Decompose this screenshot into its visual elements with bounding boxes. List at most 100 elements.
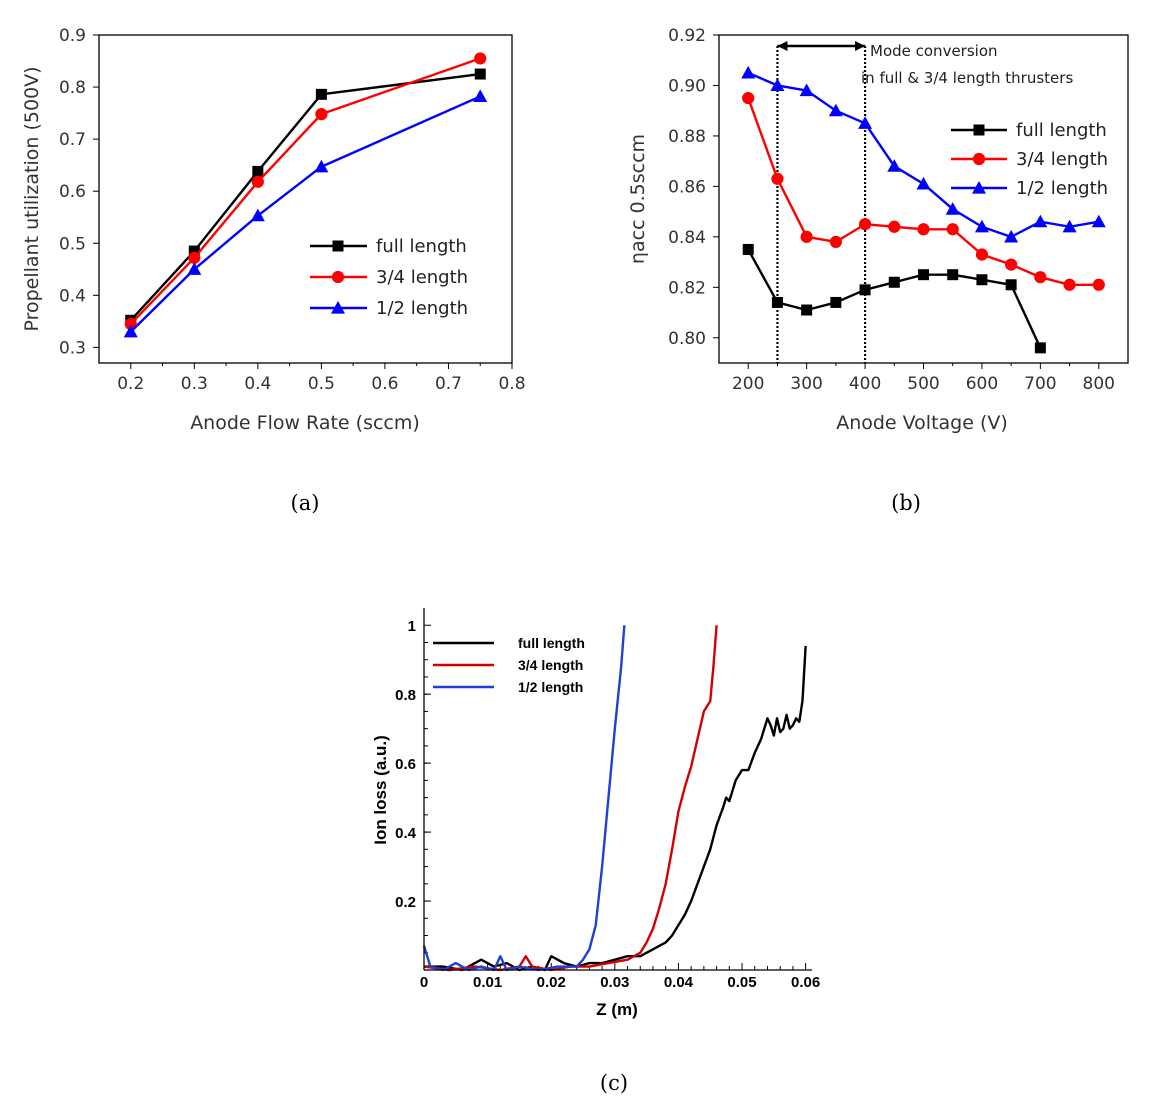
chart-b-legend-marker-full-length (973, 124, 985, 136)
chart-c-legend-label-full-length: full length (518, 635, 585, 651)
chart-b-point-1-2-length (858, 116, 873, 129)
chart-a-point-3-4-length (474, 52, 487, 65)
chart-c-legend-label-3-4-length: 3/4 length (518, 657, 583, 673)
chart-a-xlabel: Anode Flow Rate (sccm) (190, 412, 420, 434)
chart-a-x-tick-label: 0.7 (435, 374, 462, 394)
chart-c-x-tick-label: 0.05 (727, 974, 756, 991)
chart-b-x-tick-label: 700 (1024, 374, 1056, 394)
chart-a-legend-label-3-4-length: 3/4 length (376, 267, 468, 288)
chart-b-y-tick-label: 0.84 (668, 228, 706, 248)
chart-c-caption: (c) (600, 1071, 628, 1095)
chart-c-xlabel: Z (m) (596, 1000, 638, 1019)
chart-b-point-3-4-length (946, 223, 959, 236)
chart-c-y-tick-label: 0.8 (395, 687, 416, 704)
chart-b-legend-marker-3-4-length (972, 152, 986, 166)
chart-a-x-tick-label: 0.5 (308, 374, 335, 394)
chart-b-ylabel: ηacc 0.5sccm (627, 134, 649, 264)
chart-b-point-1-2-length (799, 83, 814, 97)
chart-b-point-1-2-length (1033, 214, 1048, 228)
chart-a-y-tick-label: 0.6 (59, 182, 86, 202)
chart-b-point-1-2-length (887, 159, 902, 172)
chart-a-point-full-length (188, 245, 200, 257)
chart-b-point-3-4-length (1005, 258, 1018, 271)
chart-b-point-1-2-length (974, 219, 989, 233)
chart-a-x-tick-label: 0.8 (498, 374, 525, 394)
chart-c-y-tick-label: 1 (408, 618, 416, 635)
chart-a-y-tick-label: 0.7 (59, 130, 86, 150)
chart-b-point-3-4-length (888, 220, 901, 233)
chart-c-x-tick-label: 0 (420, 974, 428, 991)
chart-b-point-full-length (918, 269, 929, 281)
chart-b-point-3-4-length (1063, 278, 1076, 291)
chart-b-point-1-2-length (1091, 214, 1106, 228)
chart-b-point-full-length (1034, 342, 1046, 354)
chart-a-point-1-2-length (314, 159, 329, 173)
chart-b-point-full-length (830, 296, 842, 308)
chart-a-y-tick-label: 0.4 (59, 286, 86, 306)
chart-a-x-tick-label: 0.3 (181, 374, 208, 394)
chart-c-series-3-4-length (423, 625, 718, 972)
chart-b-legend-label-full-length: full length (1016, 120, 1107, 141)
chart-b-point-3-4-length (975, 248, 989, 261)
chart-b-point-3-4-length (917, 223, 930, 236)
chart-b-x-tick-label: 800 (1083, 374, 1115, 394)
chart-b-point-1-2-length (916, 176, 931, 190)
chart-b-legend-label-1-2-length: 1/2 length (1016, 178, 1108, 199)
chart-c-ylabel: Ion loss (a.u.) (371, 735, 390, 845)
chart-b-x-tick-label: 500 (907, 374, 939, 394)
chart-a-point-full-length (474, 68, 486, 80)
chart-a-x-tick-label: 0.4 (244, 374, 271, 394)
chart-a-y-tick-label: 0.3 (59, 338, 86, 358)
chart-b-annotation-line2: in full & 3/4 length thrusters (861, 69, 1073, 87)
chart-b-point-full-length (1005, 279, 1017, 291)
chart-a-legend-marker-full-length (332, 240, 344, 252)
chart-a-caption: (a) (291, 491, 320, 515)
chart-b-point-3-4-length (742, 91, 755, 105)
chart-a-point-1-2-length (473, 89, 488, 103)
chart-a-y-tick-label: 0.8 (59, 78, 86, 98)
chart-a-frame (98, 34, 513, 364)
chart-c-y-tick-label: 0.6 (395, 756, 416, 773)
chart-a-legend-label-1-2-length: 1/2 length (376, 298, 468, 319)
chart-b-y-tick-label: 0.82 (668, 278, 706, 298)
chart-a-ylabel: Propellant utilization (500V) (21, 66, 43, 331)
chart-b-point-3-4-length (858, 218, 872, 231)
chart-a-legend-label-full-length: full length (376, 236, 467, 257)
chart-b-point-1-2-length (770, 78, 785, 92)
chart-b-point-1-2-length (1004, 229, 1019, 243)
chart-c-x-tick-label: 0.02 (537, 974, 566, 991)
chart-b-annotation-arrowhead-left (777, 41, 788, 51)
chart-c-y-tick-label: 0.4 (395, 825, 417, 842)
chart-a: 0.2 0.3 0.4 0.5 0.6 0.7 0.8 0.3 0.4 0.5 0.6 0.7 0.8 0… (21, 26, 526, 515)
chart-b-x-tick-label: 600 (966, 374, 998, 394)
chart-c-x-tick-label: 0.03 (600, 974, 629, 991)
chart-a-point-1-2-length (250, 208, 265, 222)
chart-c-x-tick-label: 0.06 (791, 974, 820, 991)
chart-b-frame (718, 34, 1129, 364)
chart-c-x-tick-label: 0.01 (473, 974, 502, 991)
chart-b-point-full-length (859, 284, 871, 296)
chart-b-point-full-length (801, 304, 813, 316)
chart-b-point-full-length (742, 243, 754, 255)
chart-b-x-tick-label: 400 (849, 374, 881, 394)
chart-b-annotation-line1: Mode conversion (870, 42, 998, 60)
chart-c: 0 0.01 0.02 0.03 0.04 0.05 0.06 0.2 0.4 0.6 0.8 1 f… (371, 608, 820, 1095)
chart-b-legend-label-3-4-length: 3/4 length (1016, 149, 1108, 170)
chart-b-legend-marker-1-2-length (972, 181, 986, 194)
chart-a-point-3-4-length (251, 175, 264, 188)
chart-b-y-tick-label: 0.92 (668, 26, 706, 46)
chart-b-point-full-length (976, 274, 988, 286)
chart-b-xlabel: Anode Voltage (V) (836, 412, 1008, 434)
chart-b-series-full-length (747, 248, 1042, 349)
chart-b-point-1-2-length (945, 202, 960, 215)
chart-a-point-full-length (315, 88, 327, 100)
chart-b: 200 300 400 500 600 700 800 0.80 0.82 0.84 0.86 0.8… (627, 26, 1129, 515)
chart-b-point-full-length (771, 296, 783, 308)
chart-a-y-tick-label: 0.5 (59, 234, 86, 254)
chart-a-point-3-4-length (315, 108, 328, 121)
chart-a-x-tick-label: 0.2 (117, 374, 144, 394)
chart-a-y-tick-label: 0.9 (59, 26, 86, 46)
chart-b-point-full-length (947, 269, 959, 281)
chart-b-x-tick-label: 300 (790, 374, 822, 394)
